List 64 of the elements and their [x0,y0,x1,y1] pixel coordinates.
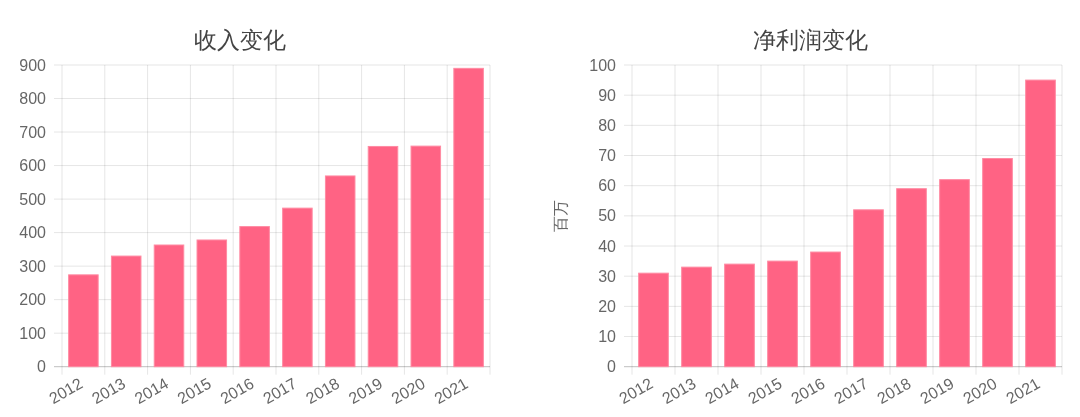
y-tick-label: 0 [607,358,617,376]
y-tick-label: 100 [589,56,617,74]
x-tick-label: 2021 [1003,374,1043,408]
x-tick-label: 2019 [917,374,957,408]
x-tick-label: 2018 [874,374,914,408]
x-tick-label: 2013 [88,374,129,408]
x-tick-label: 2019 [345,374,386,408]
y-tick-label: 20 [598,297,617,315]
bar [453,67,484,368]
y-tick-label: 500 [19,190,47,208]
x-tick-label: 2014 [702,374,742,408]
y-tick-label: 10 [598,328,617,346]
y-tick-label: 30 [598,267,617,285]
x-tick-label: 2016 [217,374,257,408]
x-tick-label: 2020 [960,374,1000,408]
bar [896,188,927,368]
bar [681,266,712,368]
x-tick-label: 2015 [745,374,785,408]
bar [767,260,798,368]
x-tick-label: 2020 [388,374,428,408]
y-tick-label: 70 [598,147,617,165]
bar [239,226,270,368]
y-tick-label: 90 [598,86,617,104]
y-tick-label: 0 [37,358,47,376]
y-tick-label: 100 [19,324,47,342]
y-tick-label: 300 [19,257,47,275]
x-tick-label: 2012 [46,374,86,408]
bar [982,158,1013,368]
x-tick-label: 2017 [831,374,871,408]
y-tick-label: 900 [19,56,47,74]
x-tick-label: 2018 [302,374,343,408]
y-tick-label: 40 [598,237,617,255]
x-tick-label: 2021 [431,374,471,408]
y-tick-label: 800 [19,90,47,108]
chart-title: 收入变化 [194,27,286,53]
bar [939,179,970,368]
bar [196,239,228,368]
chart-title: 净利润变化 [752,27,868,53]
bar [810,251,841,368]
x-tick-label: 2017 [260,374,300,408]
bar [724,263,755,368]
bar [1025,79,1056,368]
bar [68,274,99,368]
y-tick-label: 400 [19,224,47,242]
x-tick-label: 2015 [174,374,214,408]
x-tick-label: 2013 [659,374,699,408]
x-tick-label: 2016 [788,374,828,408]
bar [410,145,442,368]
y-axis-title: 百万 [552,199,569,232]
bar [153,244,185,368]
y-tick-label: 600 [19,157,47,175]
y-tick-label: 80 [598,116,617,134]
bar [110,255,142,368]
x-tick-label: 2012 [616,374,656,408]
bar [282,207,313,368]
bar [638,272,669,368]
bar [324,175,356,368]
y-tick-label: 700 [19,123,47,141]
bar [853,209,884,368]
y-tick-label: 50 [598,207,617,225]
y-tick-label: 60 [598,177,617,195]
x-tick-label: 2014 [131,374,172,408]
bar [367,145,399,368]
y-tick-label: 200 [19,291,47,309]
